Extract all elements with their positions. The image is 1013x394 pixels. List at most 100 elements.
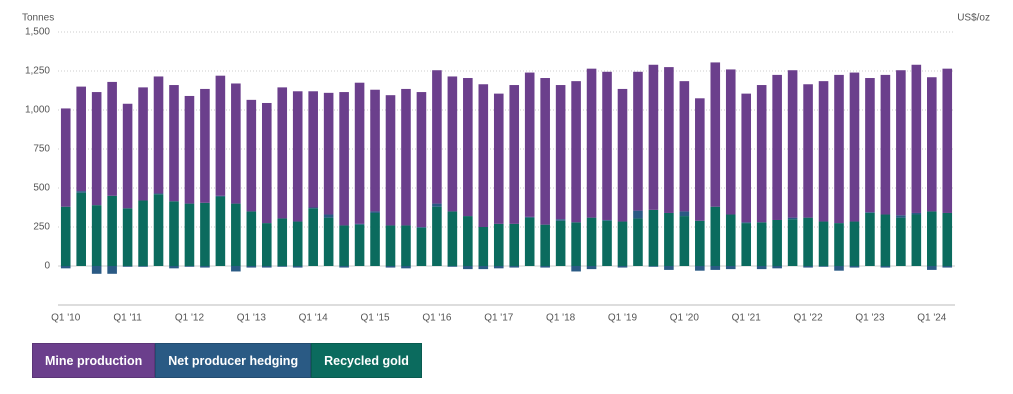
bar-segment xyxy=(555,85,566,220)
bar-segment xyxy=(772,219,782,266)
bar-segment xyxy=(478,84,489,227)
bar-segment xyxy=(849,72,860,222)
bar-segment xyxy=(60,108,71,207)
bar-segment xyxy=(60,266,71,269)
bar-segment xyxy=(896,70,906,216)
bar-segment xyxy=(478,266,489,270)
bar-segment xyxy=(463,78,473,217)
bar-segment xyxy=(524,72,535,217)
bar-segment xyxy=(169,266,179,269)
bar-segment xyxy=(122,208,133,266)
bar-segment xyxy=(277,87,288,219)
bar-segment xyxy=(370,212,380,266)
bar-segment xyxy=(540,266,550,268)
bar-segment xyxy=(184,203,195,266)
chart: Tonnes US$/oz 0 250 500 750 1,000 1,250 1,500 Q… xyxy=(22,13,990,324)
bar-segment xyxy=(138,266,148,267)
bar-segment xyxy=(308,208,318,266)
bar-segment xyxy=(834,74,844,224)
y-tick-label: 500 xyxy=(33,183,50,194)
bar-segment xyxy=(416,227,427,228)
x-tick-label: Q1 '14 xyxy=(299,313,329,324)
legend-item[interactable]: Recycled gold xyxy=(311,343,422,378)
x-tick-label: Q1 '20 xyxy=(670,313,700,324)
bar-segment xyxy=(725,266,736,270)
bar-segment xyxy=(246,266,257,268)
bar-segment xyxy=(91,266,102,274)
bar-segment xyxy=(880,74,891,215)
bar-segment xyxy=(246,99,257,212)
bar-segment xyxy=(292,221,303,266)
bar-segment xyxy=(339,92,349,226)
y-tick-label: 1,500 xyxy=(25,27,50,38)
bar-segment xyxy=(493,266,504,269)
x-tick-label: Q1 '18 xyxy=(546,313,576,324)
bar-segment xyxy=(153,194,164,266)
bar-segment xyxy=(200,202,210,266)
bar-segment xyxy=(60,206,71,266)
bar-segment xyxy=(323,92,334,215)
legend-item[interactable]: Mine production xyxy=(32,343,156,378)
bar-segment xyxy=(571,222,581,266)
bar-segment xyxy=(880,266,891,268)
bar-segment xyxy=(401,88,411,226)
bar-segment xyxy=(710,62,721,207)
bar-segment xyxy=(710,266,721,270)
x-tick-label: Q1 '11 xyxy=(113,313,142,324)
x-tick-label: Q1 '16 xyxy=(422,313,452,324)
bar-segment xyxy=(679,211,690,217)
bar-segment xyxy=(76,192,86,266)
bar-segment xyxy=(524,217,535,266)
bar-segment xyxy=(215,195,226,197)
bar-segment xyxy=(602,71,612,220)
bar-segment xyxy=(772,266,782,269)
legend-item[interactable]: Net producer hedging xyxy=(155,343,312,378)
bar-segment xyxy=(339,266,349,268)
y-tick-label: 750 xyxy=(33,144,50,155)
bar-segment xyxy=(447,266,458,267)
bar-segment xyxy=(478,227,489,266)
bar-segment xyxy=(138,200,148,266)
bar-segment xyxy=(927,77,937,212)
bar-segment xyxy=(633,218,643,266)
bar-segment xyxy=(741,223,752,266)
bar-segment xyxy=(385,225,396,266)
bar-segment xyxy=(509,223,520,266)
x-tick-label: Q1 '13 xyxy=(237,313,267,324)
bar-segment xyxy=(617,88,628,222)
bar-segment xyxy=(339,225,349,266)
bar-segment xyxy=(648,209,659,266)
bar-segment xyxy=(664,67,674,213)
bar-segment xyxy=(277,218,288,266)
bar-segment xyxy=(942,68,953,213)
bar-segment xyxy=(896,217,906,266)
bar-segment xyxy=(818,266,829,267)
bar-segment xyxy=(122,103,133,209)
bar-segment xyxy=(942,266,953,268)
bar-segment xyxy=(602,220,612,266)
bar-segment xyxy=(107,81,117,196)
bar-segment xyxy=(787,219,798,266)
bar-segment xyxy=(880,214,891,266)
bar-segment xyxy=(756,222,767,266)
bar-segment xyxy=(540,224,550,266)
bar-segment xyxy=(91,92,102,206)
bar-segment xyxy=(277,266,288,267)
bar-segment xyxy=(617,221,628,266)
x-tick-label: Q1 '19 xyxy=(608,313,638,324)
bar-segment xyxy=(215,196,226,266)
legend: Mine production Net producer hedging Recyc… xyxy=(32,343,422,378)
bar-segment xyxy=(401,225,411,266)
bar-segment xyxy=(432,203,442,207)
bar-segment xyxy=(107,266,117,274)
bar-segment xyxy=(169,201,179,266)
bar-segment xyxy=(246,211,257,266)
bar-segment xyxy=(725,214,736,266)
bar-segment xyxy=(463,216,473,266)
bar-segment xyxy=(153,76,164,194)
y2-axis-label: US$/oz xyxy=(957,13,990,24)
bar-segment xyxy=(231,83,241,204)
bar-segment xyxy=(231,266,241,272)
bar-segment xyxy=(555,219,566,221)
